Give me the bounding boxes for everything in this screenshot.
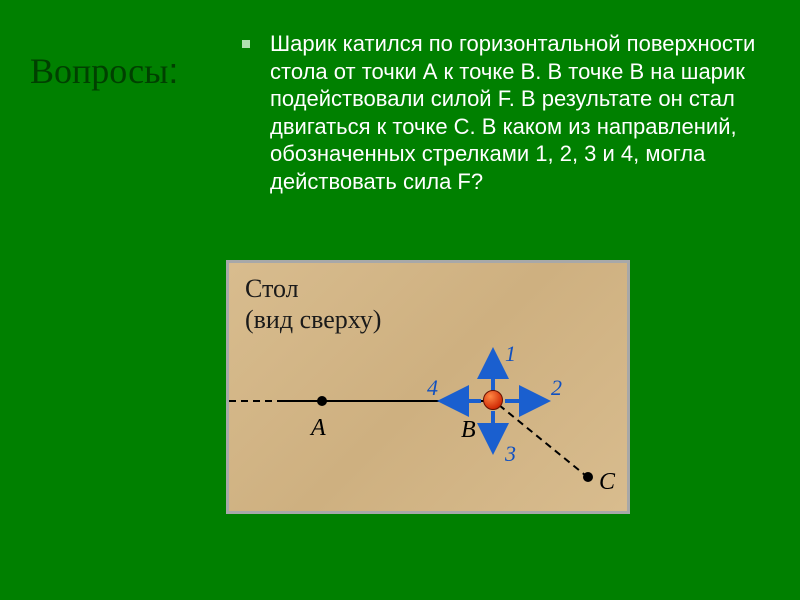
page-title: Вопросы:	[30, 30, 250, 92]
header-row: Вопросы: Шарик катился по горизонтальной…	[0, 0, 800, 205]
title-colon-icon: :	[168, 50, 178, 91]
label-a: A	[311, 415, 326, 442]
arrow-label-2: 2	[551, 375, 562, 401]
bullet-icon	[242, 40, 250, 48]
question-text: Шарик катился по горизонтальной поверхно…	[250, 30, 760, 195]
title-text: Вопросы	[30, 51, 168, 91]
ball-icon	[483, 390, 503, 410]
point-c	[583, 472, 593, 482]
point-a	[317, 396, 327, 406]
arrow-label-4: 4	[427, 375, 438, 401]
question-body: Шарик катился по горизонтальной поверхно…	[270, 31, 755, 194]
arrow-label-3: 3	[505, 441, 516, 467]
arrow-label-1: 1	[505, 341, 516, 367]
label-b: B	[461, 417, 476, 444]
diagram: Стол (вид сверху) A B C 1 2 3 4	[226, 260, 630, 514]
label-c: C	[599, 469, 615, 496]
